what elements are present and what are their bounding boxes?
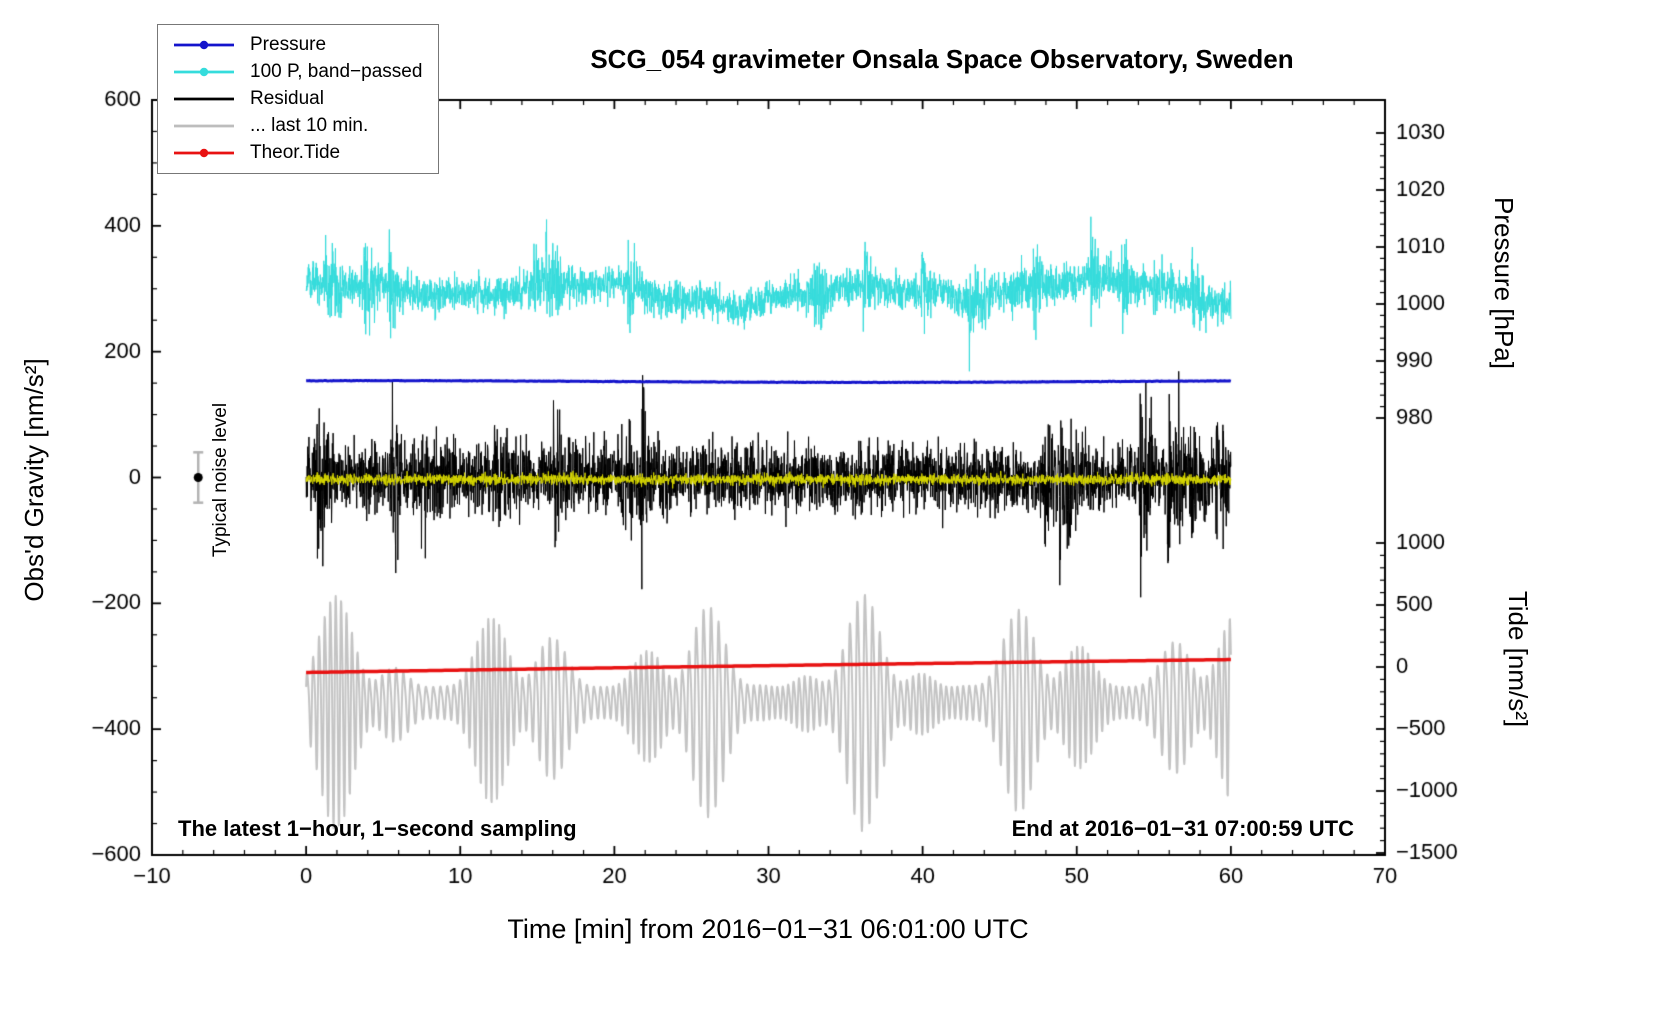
- chart-title: SCG_054 gravimeter Onsala Space Observat…: [590, 44, 1294, 74]
- legend-label-last10min: ... last 10 min.: [250, 115, 369, 136]
- legend-item-bandpassed: 100 P, band−passed: [172, 61, 422, 83]
- legend-item-theortide: Theor.Tide: [172, 142, 422, 164]
- legend-label-theortide: Theor.Tide: [250, 142, 341, 163]
- pressure-line-marker-icon: [172, 37, 236, 53]
- legend-item-pressure: Pressure: [172, 34, 422, 56]
- legend-label-bandpassed: 100 P, band−passed: [250, 61, 423, 82]
- legend-label-residual: Residual: [250, 88, 324, 109]
- typical-noise-level-label: Typical noise level: [210, 402, 231, 558]
- last10min-line-marker-icon: [172, 118, 236, 134]
- tide-axis-label: Tide [nm/s²]: [1503, 590, 1533, 728]
- residual-line-marker-icon: [172, 91, 236, 107]
- legend-item-residual: Residual: [172, 88, 422, 110]
- legend-label-pressure: Pressure: [250, 34, 327, 55]
- theortide-line-marker-icon: [172, 145, 236, 161]
- sampling-annotation: The latest 1−hour, 1−second sampling: [178, 816, 577, 841]
- pressure-axis-label: Pressure [hPa]: [1489, 197, 1519, 369]
- legend: Pressure 100 P, band−passed Residual ...…: [157, 24, 440, 174]
- end-time-annotation: End at 2016−01−31 07:00:59 UTC: [1011, 816, 1354, 841]
- bandpassed-line-marker-icon: [172, 64, 236, 80]
- x-axis-label: Time [min] from 2016−01−31 06:01:00 UTC: [507, 914, 1029, 944]
- legend-item-last10min: ... last 10 min.: [172, 115, 422, 137]
- gravity-axis-label: Obs'd Gravity [nm/s²]: [19, 358, 49, 602]
